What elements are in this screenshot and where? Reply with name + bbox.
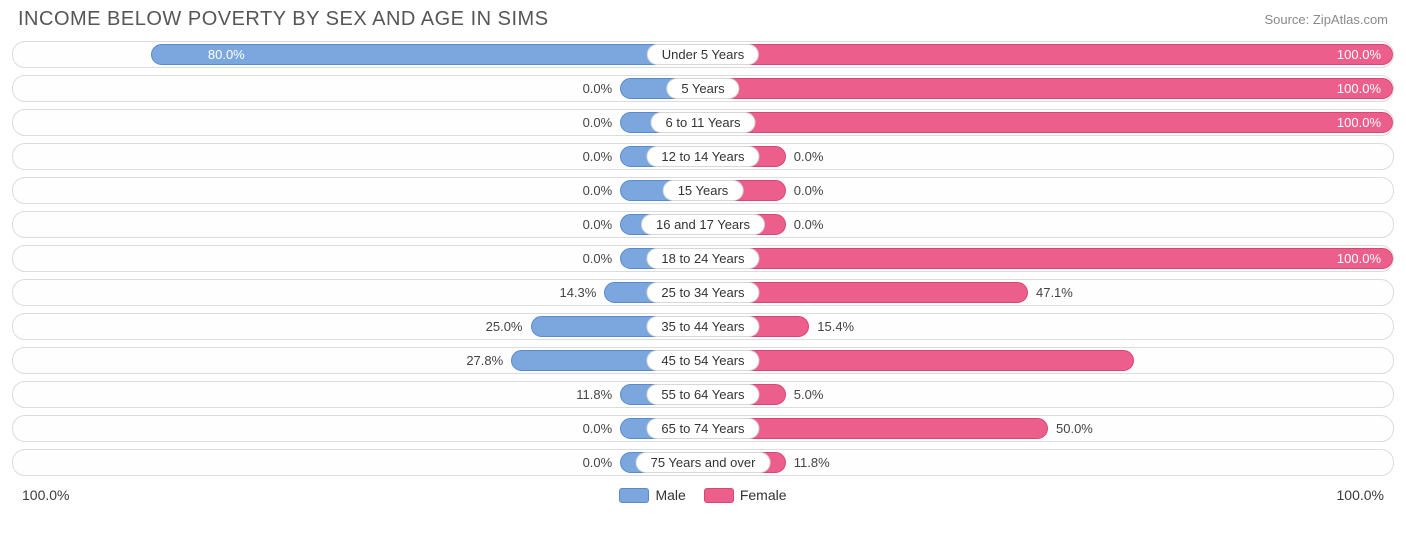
male-value-label: 0.0% [583, 110, 621, 135]
female-value-label: 100.0% [1337, 42, 1393, 67]
category-label: Under 5 Years [647, 44, 759, 65]
chart-title: INCOME BELOW POVERTY BY SEX AND AGE IN S… [18, 8, 549, 31]
female-value-label: 100.0% [1337, 76, 1393, 101]
male-value-label: 25.0% [486, 314, 531, 339]
male-value-label: 0.0% [583, 178, 621, 203]
category-label: 55 to 64 Years [646, 384, 759, 405]
category-label: 16 and 17 Years [641, 214, 765, 235]
category-label: 35 to 44 Years [646, 316, 759, 337]
source-attribution: Source: ZipAtlas.com [1264, 8, 1388, 27]
category-label: 12 to 14 Years [646, 146, 759, 167]
bar-row: 25.0% 15.4% 35 to 44 Years [12, 313, 1394, 340]
female-value-label: 5.0% [786, 382, 824, 407]
female-bar [703, 350, 1134, 371]
bar-row: 0.0% 100.0% 6 to 11 Years [12, 109, 1394, 136]
female-value-label: 15.4% [809, 314, 854, 339]
female-bar [703, 44, 1393, 65]
female-value-label: 0.0% [786, 212, 824, 237]
female-bar [703, 112, 1393, 133]
legend: Male Female [69, 487, 1336, 503]
bar-row: 11.8% 5.0% 55 to 64 Years [12, 381, 1394, 408]
male-value-label: 0.0% [583, 246, 621, 271]
male-value-label: 0.0% [583, 144, 621, 169]
bar-row: 0.0% 100.0% 18 to 24 Years [12, 245, 1394, 272]
female-value-label: 50.0% [1048, 416, 1093, 441]
bar-row: 27.8% 62.5% 45 to 54 Years [12, 347, 1394, 374]
category-label: 6 to 11 Years [651, 112, 756, 133]
bar-row: 0.0% 100.0% 5 Years [12, 75, 1394, 102]
category-label: 15 Years [663, 180, 744, 201]
female-value-label: 47.1% [1028, 280, 1073, 305]
legend-female-label: Female [740, 487, 787, 503]
diverging-bar-chart: 80.0% 100.0% Under 5 Years 0.0% 100.0% 5 Year… [0, 35, 1406, 476]
axis-max-right: 100.0% [1337, 487, 1384, 503]
category-label: 25 to 34 Years [646, 282, 759, 303]
category-label: 18 to 24 Years [646, 248, 759, 269]
bar-row: 0.0% 0.0% 16 and 17 Years [12, 211, 1394, 238]
male-swatch [619, 488, 649, 503]
category-label: 45 to 54 Years [646, 350, 759, 371]
male-value-label: 0.0% [583, 76, 621, 101]
male-value-label: 0.0% [583, 450, 621, 475]
female-value-label: 100.0% [1337, 246, 1393, 271]
female-bar [703, 78, 1393, 99]
bar-row: 0.0% 0.0% 12 to 14 Years [12, 143, 1394, 170]
female-value-label: 11.8% [786, 450, 830, 475]
male-value-label: 0.0% [583, 212, 621, 237]
axis-max-left: 100.0% [22, 487, 69, 503]
female-swatch [704, 488, 734, 503]
female-bar [703, 248, 1393, 269]
male-value-label: 11.8% [576, 382, 620, 407]
bar-row: 0.0% 11.8% 75 Years and over [12, 449, 1394, 476]
male-value-label: 80.0% [198, 42, 245, 67]
female-value-label: 100.0% [1337, 110, 1393, 135]
male-value-label: 27.8% [466, 348, 511, 373]
legend-male: Male [619, 487, 685, 503]
female-value-label: 0.0% [786, 144, 824, 169]
legend-male-label: Male [655, 487, 685, 503]
female-value-label: 62.5% [1344, 348, 1393, 373]
male-value-label: 14.3% [559, 280, 604, 305]
category-label: 75 Years and over [636, 452, 771, 473]
legend-female: Female [704, 487, 787, 503]
female-value-label: 0.0% [786, 178, 824, 203]
chart-footer: 100.0% Male Female 100.0% [0, 483, 1406, 503]
category-label: 5 Years [666, 78, 739, 99]
bar-row: 14.3% 47.1% 25 to 34 Years [12, 279, 1394, 306]
bar-row: 0.0% 50.0% 65 to 74 Years [12, 415, 1394, 442]
category-label: 65 to 74 Years [646, 418, 759, 439]
male-value-label: 0.0% [583, 416, 621, 441]
bar-row: 80.0% 100.0% Under 5 Years [12, 41, 1394, 68]
bar-row: 0.0% 0.0% 15 Years [12, 177, 1394, 204]
